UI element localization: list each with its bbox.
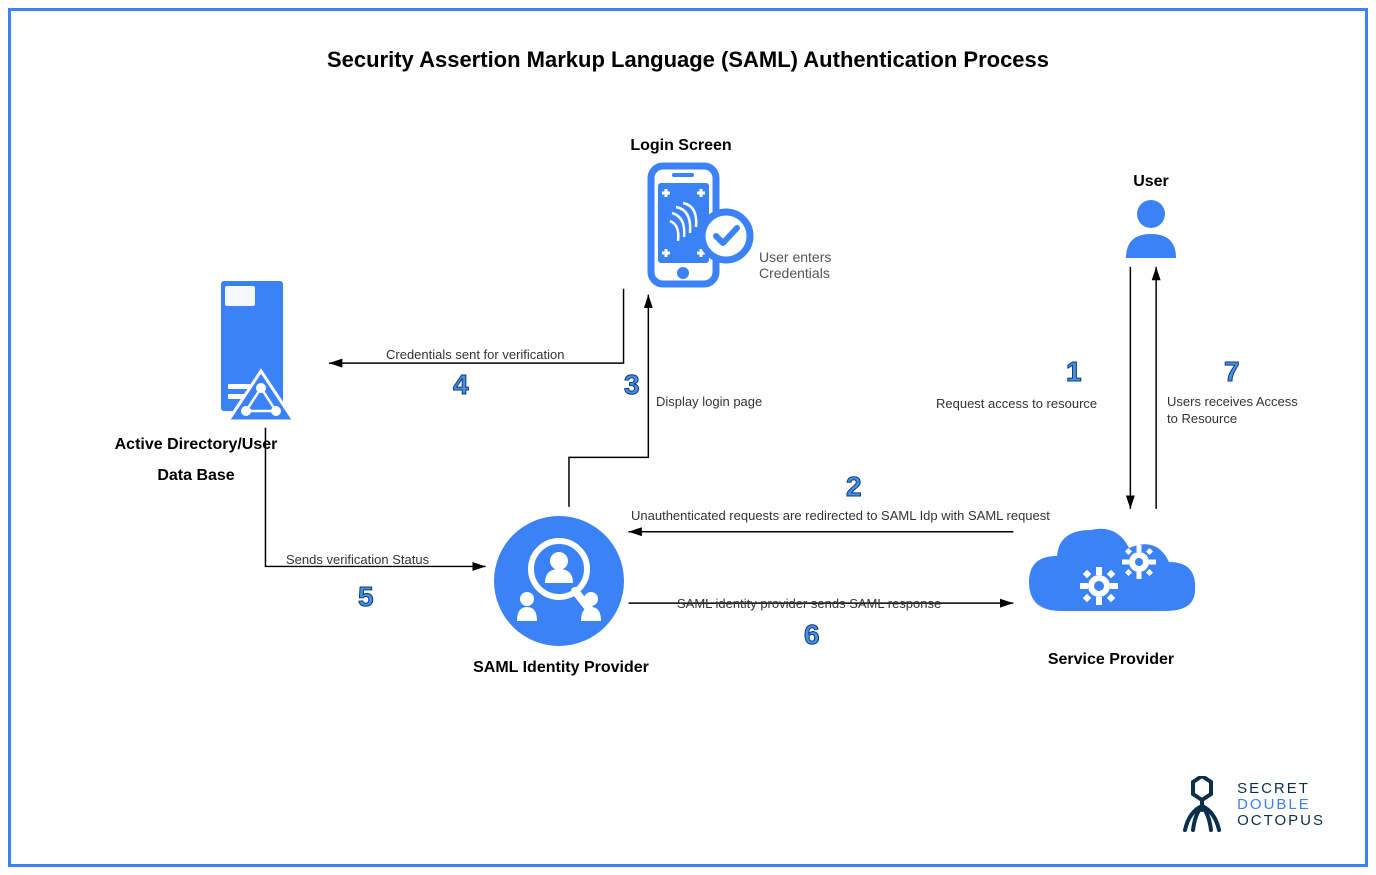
step-3-num: 3 xyxy=(624,369,640,401)
ad-label-2: Data Base xyxy=(96,467,296,485)
step-3-label: Display login page xyxy=(656,394,762,409)
step-2-label: Unauthenticated requests are redirected … xyxy=(631,508,1050,523)
step-7-label-1: Users receives Access xyxy=(1167,394,1317,409)
step-6-num: 6 xyxy=(804,619,820,651)
brand-text: SECRET DOUBLE OCTOPUS xyxy=(1237,781,1325,828)
step-5-num: 5 xyxy=(358,581,374,613)
step-7-label-2: to Resource xyxy=(1167,411,1317,426)
idp-label: SAML Identity Provider xyxy=(451,659,671,677)
user-icon xyxy=(1121,196,1181,266)
step-6-label: SAML identity provider sends SAML respon… xyxy=(677,596,941,611)
step-4-num: 4 xyxy=(453,369,469,401)
sp-label: Service Provider xyxy=(1021,651,1201,669)
server-icon xyxy=(206,276,326,426)
user-label: User xyxy=(1121,173,1181,191)
octopus-icon xyxy=(1177,776,1227,834)
brand-logo: SECRET DOUBLE OCTOPUS xyxy=(1177,776,1325,834)
brand-line-2: DOUBLE xyxy=(1237,797,1325,813)
step-7-num: 7 xyxy=(1224,356,1240,388)
diagram-title: Security Assertion Markup Language (SAML… xyxy=(11,47,1365,73)
login-screen-label: Login Screen xyxy=(611,137,751,155)
diagram-frame: Security Assertion Markup Language (SAML… xyxy=(8,8,1368,867)
login-screen-sublabel: User enters Credentials xyxy=(759,249,859,281)
login-screen-icon xyxy=(626,161,756,291)
step-1-label: Request access to resource xyxy=(936,396,1097,411)
idp-icon xyxy=(489,511,629,651)
sp-icon xyxy=(1021,516,1201,636)
step-2-num: 2 xyxy=(846,471,862,503)
brand-line-1: SECRET xyxy=(1237,781,1325,797)
brand-line-3: OCTOPUS xyxy=(1237,813,1325,829)
step-1-num: 1 xyxy=(1066,356,1082,388)
step-4-label: Credentials sent for verification xyxy=(386,347,564,362)
ad-label-1: Active Directory/User xyxy=(96,436,296,454)
step-5-label: Sends verification Status xyxy=(286,552,429,567)
